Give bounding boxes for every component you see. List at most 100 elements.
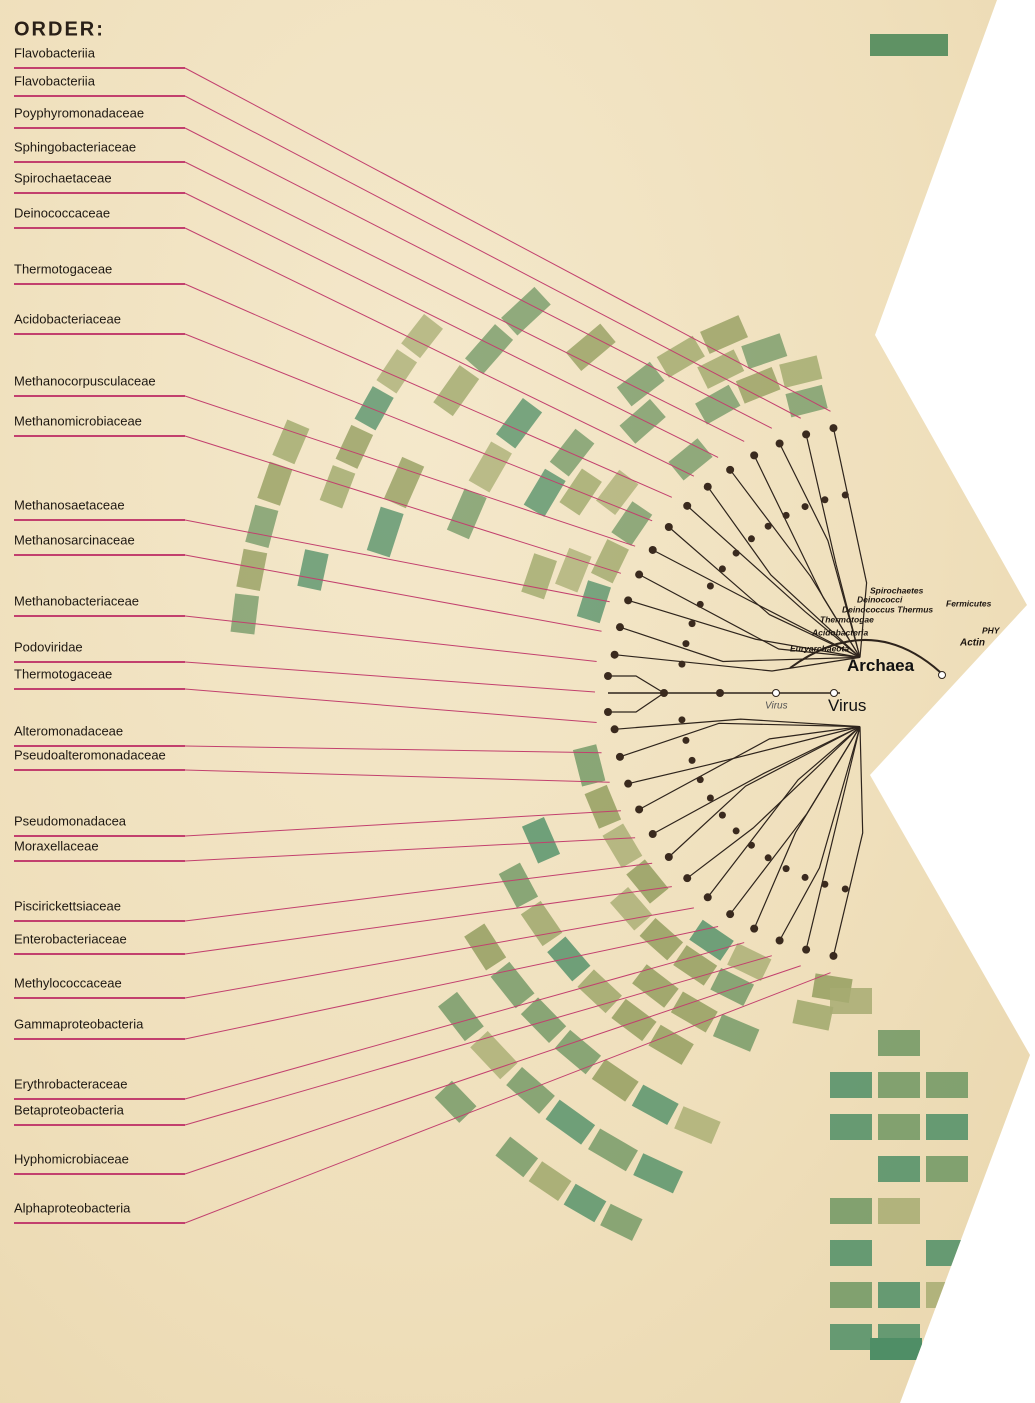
block xyxy=(926,1282,968,1308)
block xyxy=(926,1156,968,1182)
block xyxy=(878,1030,920,1056)
branch xyxy=(832,726,864,957)
branch xyxy=(619,722,861,758)
inner-node xyxy=(706,794,714,802)
branch xyxy=(707,486,861,658)
leaf-node xyxy=(610,725,619,734)
leaf-node xyxy=(635,570,644,579)
block xyxy=(741,333,788,369)
leaf-node xyxy=(802,430,811,439)
leader-line xyxy=(184,810,621,837)
block xyxy=(611,501,653,546)
block xyxy=(712,1014,760,1052)
block xyxy=(521,553,557,600)
order-label: Pseudoalteromonadaceae xyxy=(14,748,166,763)
order-label: Alteromonadaceae xyxy=(14,724,123,739)
leader-line xyxy=(184,769,610,783)
leader-line xyxy=(184,95,801,419)
order-label: Alphaproteobacteria xyxy=(14,1201,131,1216)
order-label: Piscirickettsiaceae xyxy=(14,899,121,914)
block xyxy=(498,862,539,908)
block xyxy=(433,365,480,417)
title: ORDER: xyxy=(14,19,105,41)
inner-node xyxy=(764,854,772,862)
branch xyxy=(779,443,861,658)
tree-label: Virus xyxy=(765,700,788,711)
branch xyxy=(668,726,861,858)
block xyxy=(591,1059,639,1102)
order-label: Podoviridae xyxy=(14,640,83,655)
node xyxy=(604,672,612,680)
node xyxy=(772,689,780,697)
block xyxy=(376,349,418,394)
inner-node xyxy=(821,880,829,888)
tree-label: Deinococci xyxy=(857,594,903,604)
leader-line xyxy=(184,227,695,477)
block xyxy=(470,1030,518,1080)
block xyxy=(735,367,781,404)
block xyxy=(528,1161,572,1201)
block xyxy=(648,1024,694,1065)
branch xyxy=(638,726,861,811)
tree-label: PHY xyxy=(982,625,1001,635)
block xyxy=(830,1072,872,1098)
branch xyxy=(729,469,861,658)
block xyxy=(495,1136,539,1178)
order-label: Moraxellaceae xyxy=(14,839,99,854)
block xyxy=(236,548,268,592)
block xyxy=(230,593,260,635)
block xyxy=(870,1338,922,1360)
leader-line xyxy=(184,926,719,1040)
block xyxy=(366,506,404,558)
block xyxy=(588,1128,638,1172)
block xyxy=(695,384,741,425)
block xyxy=(596,469,639,515)
block xyxy=(830,1198,872,1224)
order-label: Spirochaetaceae xyxy=(14,171,112,186)
block xyxy=(520,997,567,1043)
leaf-node xyxy=(615,623,624,632)
leaf-node xyxy=(775,936,784,945)
order-label: Methanomicrobiaceae xyxy=(14,414,142,429)
inner-node xyxy=(682,736,690,744)
block xyxy=(870,34,948,56)
block xyxy=(490,961,535,1009)
block xyxy=(523,468,566,517)
block xyxy=(600,1203,643,1241)
leader-line xyxy=(184,661,596,693)
block xyxy=(673,945,718,986)
block xyxy=(434,1080,477,1123)
leaf-node xyxy=(750,924,759,933)
leaf-node xyxy=(615,752,624,761)
leaf-node xyxy=(624,779,633,788)
branch xyxy=(652,726,861,835)
block xyxy=(565,323,616,371)
block xyxy=(878,1282,920,1308)
branch xyxy=(805,726,861,950)
tree-label: Thermotogae xyxy=(820,614,874,624)
leaf-node xyxy=(726,910,735,919)
leader-line xyxy=(184,615,597,662)
block xyxy=(521,817,561,864)
block xyxy=(926,1114,968,1140)
order-label: Betaproteobacteria xyxy=(14,1103,125,1118)
block xyxy=(354,386,394,431)
branch xyxy=(608,692,665,713)
block xyxy=(555,547,592,593)
block xyxy=(878,1072,920,1098)
inner-node xyxy=(801,503,809,511)
block xyxy=(878,1198,920,1224)
leaf-node xyxy=(829,951,838,960)
inner-node xyxy=(841,491,849,499)
tree-label: Fermicutes xyxy=(946,598,992,608)
inner-node xyxy=(782,511,790,519)
block xyxy=(632,964,679,1008)
inner-node xyxy=(678,716,686,724)
inner-node xyxy=(821,496,829,504)
branch xyxy=(619,626,861,663)
branch xyxy=(753,726,861,929)
order-label: Hyphomicrobiaceae xyxy=(14,1152,129,1167)
tree-main-label: Virus xyxy=(828,696,866,715)
leaf-node xyxy=(648,545,657,554)
